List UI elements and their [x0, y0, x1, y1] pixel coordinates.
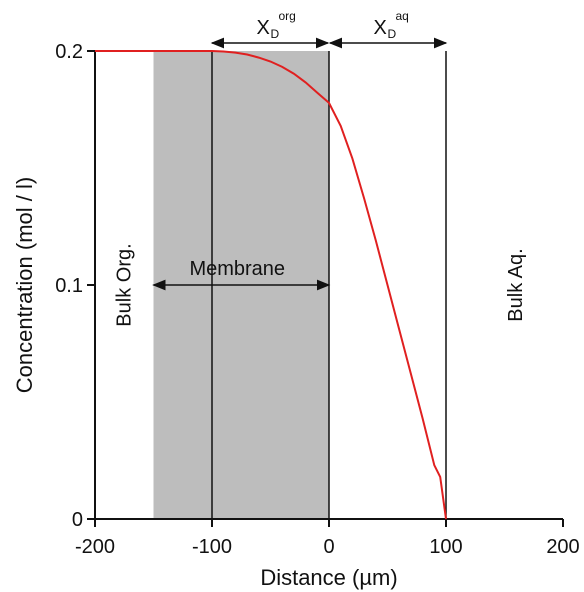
- bulk-org-label: Bulk Org.: [113, 243, 135, 326]
- bulk-aq-label: Bulk Aq.: [505, 248, 527, 321]
- xd-org-label: X D org: [257, 9, 296, 41]
- x-tick-label-1: -100: [192, 536, 232, 558]
- x-tick-label-3: 100: [429, 536, 462, 558]
- concentration-curve: [95, 50, 447, 520]
- y-tick-label-2: 0.2: [55, 41, 83, 63]
- xd-org-main: X: [257, 17, 270, 39]
- membrane-label: Membrane: [189, 258, 285, 280]
- x-axis-title: Distance (µm): [260, 565, 397, 590]
- xd-aq-label: X D aq: [374, 9, 409, 41]
- y-tick-label-0: 0: [72, 509, 83, 531]
- x-tick-label-2: 0: [323, 536, 334, 558]
- xd-aq-main: X: [374, 17, 387, 39]
- y-tick-label-1: 0.1: [55, 275, 83, 297]
- xd-aq-sub: D: [388, 27, 397, 41]
- xd-org-sub: D: [271, 27, 280, 41]
- xd-aq-sup: aq: [396, 9, 409, 23]
- xd-org-sup: org: [279, 9, 296, 23]
- y-ticks: 0 0.1 0.2: [55, 41, 95, 531]
- y-axis-title: Concentration (mol / l): [12, 177, 37, 393]
- x-ticks: -200 -100 0 100 200: [75, 519, 580, 558]
- x-tick-label-4: 200: [546, 536, 579, 558]
- x-tick-label-0: -200: [75, 536, 115, 558]
